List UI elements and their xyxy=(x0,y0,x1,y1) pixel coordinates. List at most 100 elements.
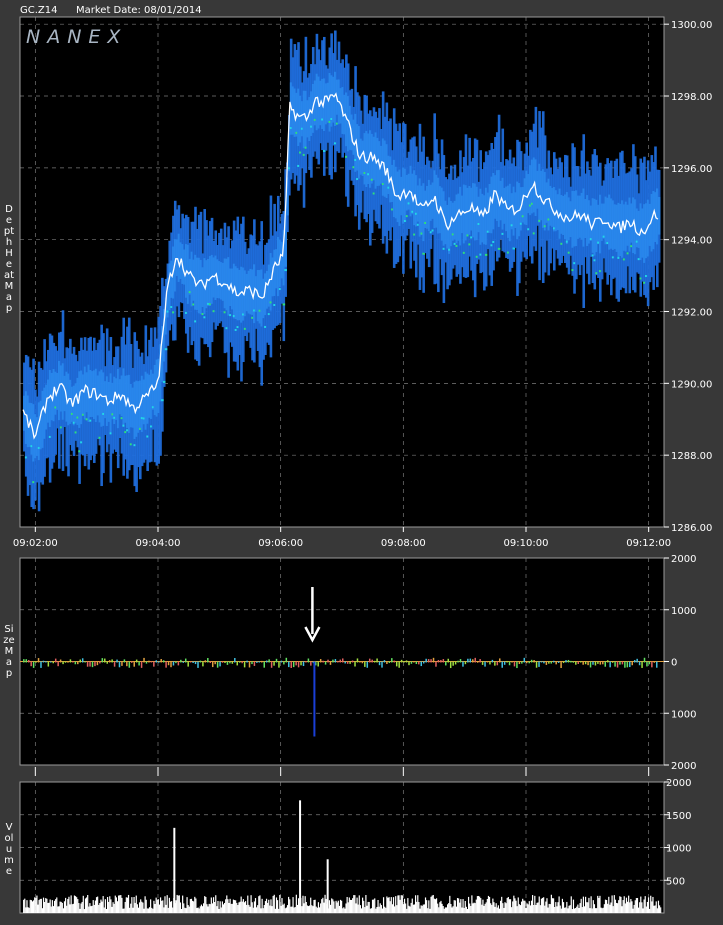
size-bar xyxy=(364,661,366,667)
depth-band-inner xyxy=(278,239,282,287)
depth-liquidity-mark xyxy=(486,230,490,233)
size-bar xyxy=(621,661,624,665)
size-bar xyxy=(381,661,383,668)
volume-bar xyxy=(281,898,283,913)
size-bar xyxy=(113,661,116,667)
volume-bar xyxy=(537,902,539,913)
volume-bar xyxy=(577,904,579,913)
volume-bar xyxy=(403,898,406,913)
y-tick-label: 1292.00 xyxy=(671,308,712,319)
size-bar xyxy=(278,661,280,668)
volume-bar xyxy=(596,908,598,913)
depth-liquidity-mark xyxy=(288,167,291,170)
depth-band-inner xyxy=(41,390,45,448)
size-bar xyxy=(268,659,270,663)
volume-bar xyxy=(370,908,373,913)
volume-spike xyxy=(326,859,329,913)
depth-band-inner xyxy=(626,204,630,246)
volume-bar xyxy=(320,903,322,913)
size-bar xyxy=(241,661,243,664)
volume-bar xyxy=(221,901,223,913)
y-tick-label: 1294.00 xyxy=(671,236,712,247)
volume-bar xyxy=(458,898,460,913)
volume-bar xyxy=(297,898,300,913)
depth-band-inner xyxy=(96,375,100,416)
size-bar xyxy=(172,661,175,666)
volume-bar xyxy=(137,907,140,913)
volume-bar xyxy=(61,902,63,913)
volume-bar xyxy=(62,908,65,913)
depth-band-inner xyxy=(402,167,405,224)
volume-bar xyxy=(361,897,364,913)
volume-bar xyxy=(209,904,211,913)
depth-band-inner xyxy=(597,204,600,245)
depth-band-inner xyxy=(656,188,659,245)
depth-band-inner xyxy=(109,373,113,433)
volume-bar xyxy=(293,907,295,913)
depth-band-inner xyxy=(576,195,580,239)
size-bar xyxy=(238,661,241,663)
size-bar xyxy=(285,657,288,663)
volume-bar xyxy=(599,895,601,913)
size-bar xyxy=(305,661,307,663)
volume-bar xyxy=(629,902,631,913)
depth-band-inner xyxy=(484,187,488,245)
size-bar xyxy=(261,660,263,663)
volume-bar xyxy=(565,907,567,913)
depth-liquidity-mark xyxy=(201,313,205,316)
volume-bar xyxy=(304,896,306,913)
volume-bar xyxy=(441,903,443,913)
depth-band-inner xyxy=(286,177,289,216)
volume-bar xyxy=(525,908,527,913)
x-tick-label: 09:08:00 xyxy=(381,538,426,549)
volume-bar xyxy=(469,903,471,913)
depth-band-inner xyxy=(503,187,506,224)
size-bar xyxy=(589,661,592,668)
volume-bar xyxy=(249,906,251,913)
size-bar xyxy=(629,661,631,668)
size-bar xyxy=(609,661,611,668)
depth-band-inner xyxy=(381,138,385,196)
volume-bar xyxy=(603,904,605,913)
volume-bar xyxy=(392,897,395,913)
volume-bar xyxy=(274,908,276,913)
size-bar xyxy=(521,661,523,664)
volume-bar xyxy=(502,903,504,913)
volume-bar xyxy=(93,904,95,913)
depth-liquidity-mark xyxy=(232,315,236,318)
volume-bar xyxy=(433,898,435,913)
volume-bar xyxy=(196,908,198,913)
volume-bar xyxy=(134,902,136,913)
volume-bar xyxy=(78,903,80,913)
size-bar xyxy=(516,661,518,669)
volume-bar xyxy=(475,899,477,913)
depth-band-inner xyxy=(451,202,455,241)
size-bar xyxy=(425,658,427,663)
depth-band-inner xyxy=(155,359,159,417)
volume-bar xyxy=(235,900,237,913)
volume-bar xyxy=(215,895,217,913)
depth-band-inner xyxy=(536,170,540,209)
size-tick-label: 1000 xyxy=(671,606,696,617)
depth-band-inner xyxy=(297,88,300,147)
volume-bar xyxy=(529,905,532,913)
volume-bar xyxy=(154,904,156,913)
size-bar xyxy=(307,658,310,663)
volume-bar xyxy=(538,896,540,913)
volume-bar xyxy=(56,897,58,913)
volume-bar xyxy=(25,907,27,913)
depth-band-inner xyxy=(405,174,409,211)
size-bar xyxy=(491,659,494,663)
size-bar xyxy=(57,661,59,667)
volume-bar xyxy=(419,908,421,913)
volume-bar xyxy=(422,904,424,913)
volume-bar xyxy=(337,900,339,913)
volume-bar xyxy=(657,900,660,913)
volume-bar xyxy=(376,906,378,913)
depth-band-inner xyxy=(422,183,425,242)
size-bar xyxy=(435,661,437,667)
volume-bar xyxy=(399,899,401,913)
size-bar xyxy=(624,661,626,668)
depth-band-inner xyxy=(426,186,429,229)
size-bar xyxy=(391,658,393,663)
